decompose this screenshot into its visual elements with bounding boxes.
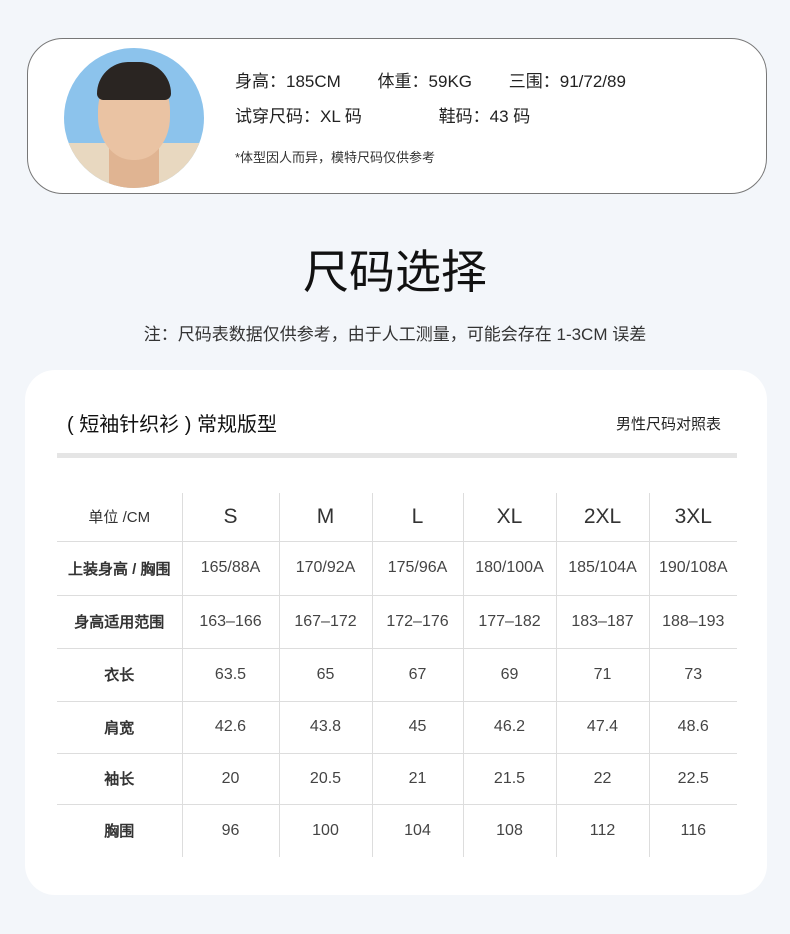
- table-cell: 22.5: [648, 753, 737, 805]
- table-cell: 172–176: [371, 595, 463, 649]
- weight-value: 59KG: [428, 72, 473, 91]
- table-row: 肩宽 42.6 43.8 45 46.2 47.4 48.6: [57, 701, 737, 754]
- table-cell: 188–193: [648, 595, 737, 649]
- page-subtitle: 注：尺码表数据仅供参考，由于人工测量，可能会存在 1-3CM 误差: [143, 325, 647, 344]
- row-label: 胸围: [104, 823, 135, 841]
- table-cell: 175/96A: [371, 541, 463, 596]
- table-cell: 177–182: [462, 595, 556, 649]
- table-cell: 185/104A: [555, 541, 649, 596]
- table-cell: 48.6: [648, 701, 737, 754]
- table-cell: 46.2: [462, 701, 556, 754]
- table-cell: 20: [181, 753, 279, 805]
- table-cell: 69: [462, 648, 556, 702]
- size-chart-card: ( 短袖针织衫 ) 常规版型 男性尺码对照表 单位 /CM S M L XL 2XL 3XL…: [25, 370, 767, 895]
- table-cell: 183–187: [555, 595, 649, 649]
- column-header: S: [181, 493, 279, 542]
- column-header: 单位 /CM: [57, 493, 182, 542]
- column-header: M: [278, 493, 372, 542]
- table-cell: 73: [648, 648, 737, 702]
- column-header: XL: [462, 493, 556, 542]
- table-cell: 20.5: [278, 753, 372, 805]
- table-cell: 165/88A: [181, 541, 279, 596]
- table-cell: 96: [181, 804, 279, 857]
- row-label: 上装身高 / 胸围: [57, 541, 182, 596]
- table-cell: 67: [371, 648, 463, 702]
- table-row: 上装身高 / 胸围 165/88A 170/92A 175/96A 180/100A 18…: [57, 541, 737, 596]
- page-title: 尺码选择: [303, 246, 487, 298]
- table-cell: 45: [371, 701, 463, 754]
- table-cell: 65: [278, 648, 372, 702]
- model-stats-line1: 身高：185CM 体重：59KG 三围：91/72/89: [235, 67, 626, 92]
- height-label: 身高：: [235, 72, 286, 91]
- card-subtitle: 男性尺码对照表: [615, 416, 721, 433]
- table-cell: 180/100A: [462, 541, 556, 596]
- model-avatar: [64, 48, 204, 188]
- table-cell: 108: [462, 804, 556, 857]
- table-cell: 116: [648, 804, 737, 857]
- size-label: 试穿尺码：: [235, 107, 320, 126]
- measure-value: 91/72/89: [559, 72, 626, 91]
- divider: [57, 453, 737, 458]
- table-cell: 100: [278, 804, 372, 857]
- table-cell: 167–172: [278, 595, 372, 649]
- table-row: 衣长 63.5 65 67 69 71 73: [57, 648, 737, 702]
- table-cell: 63.5: [181, 648, 279, 702]
- card-title: ( 短袖针织衫 ) 常规版型: [67, 414, 277, 436]
- table-cell: 42.6: [181, 701, 279, 754]
- size-value: XL 码: [320, 107, 362, 126]
- column-header: 2XL: [555, 493, 649, 542]
- row-label: 袖长: [57, 753, 182, 805]
- table-cell: 104: [371, 804, 463, 857]
- column-header: 3XL: [648, 493, 737, 542]
- table-cell: 47.4: [555, 701, 649, 754]
- row-label: 衣长: [57, 648, 182, 702]
- table-cell: 163–166: [181, 595, 279, 649]
- table-row: 身高适用范围 163–166 167–172 172–176 177–182 183–18…: [57, 595, 737, 649]
- shoe-value: 43 码: [489, 107, 531, 126]
- table-row: 胸围 96 100 104 108 112 116: [57, 804, 737, 857]
- model-info-card: 身高：185CM 体重：59KG 三围：91/72/89 试穿尺码：XL 码 鞋…: [27, 38, 767, 194]
- column-header: L: [371, 493, 463, 542]
- table-cell: 112: [555, 804, 649, 857]
- row-label: 身高适用范围: [57, 595, 182, 649]
- table-cell: 190/108A: [648, 541, 737, 596]
- shoe-label: 鞋码：: [438, 107, 490, 126]
- weight-label: 体重：: [377, 72, 429, 91]
- height-value: 185CM: [286, 72, 341, 91]
- table-cell: 170/92A: [278, 541, 372, 596]
- model-note: *体型因人而异，模特尺码仅供参考: [235, 150, 436, 165]
- table-row: 袖长 20 20.5 21 21.5 22 22.5: [57, 753, 737, 805]
- size-table: 单位 /CM S M L XL 2XL 3XL 上装身高 / 胸围 165/88A 170/92A…: [57, 493, 737, 857]
- model-stats-line2: 试穿尺码：XL 码 鞋码：43 码: [235, 102, 530, 127]
- table-cell: 21.5: [462, 753, 556, 805]
- table-cell: 43.8: [278, 701, 372, 754]
- table-cell: 22: [555, 753, 649, 805]
- table-cell: 21: [371, 753, 463, 805]
- measure-label: 三围：: [508, 72, 560, 91]
- row-label: 肩宽: [57, 701, 182, 754]
- table-header-row: 单位 /CM S M L XL 2XL 3XL: [57, 493, 737, 542]
- table-cell: 71: [555, 648, 649, 702]
